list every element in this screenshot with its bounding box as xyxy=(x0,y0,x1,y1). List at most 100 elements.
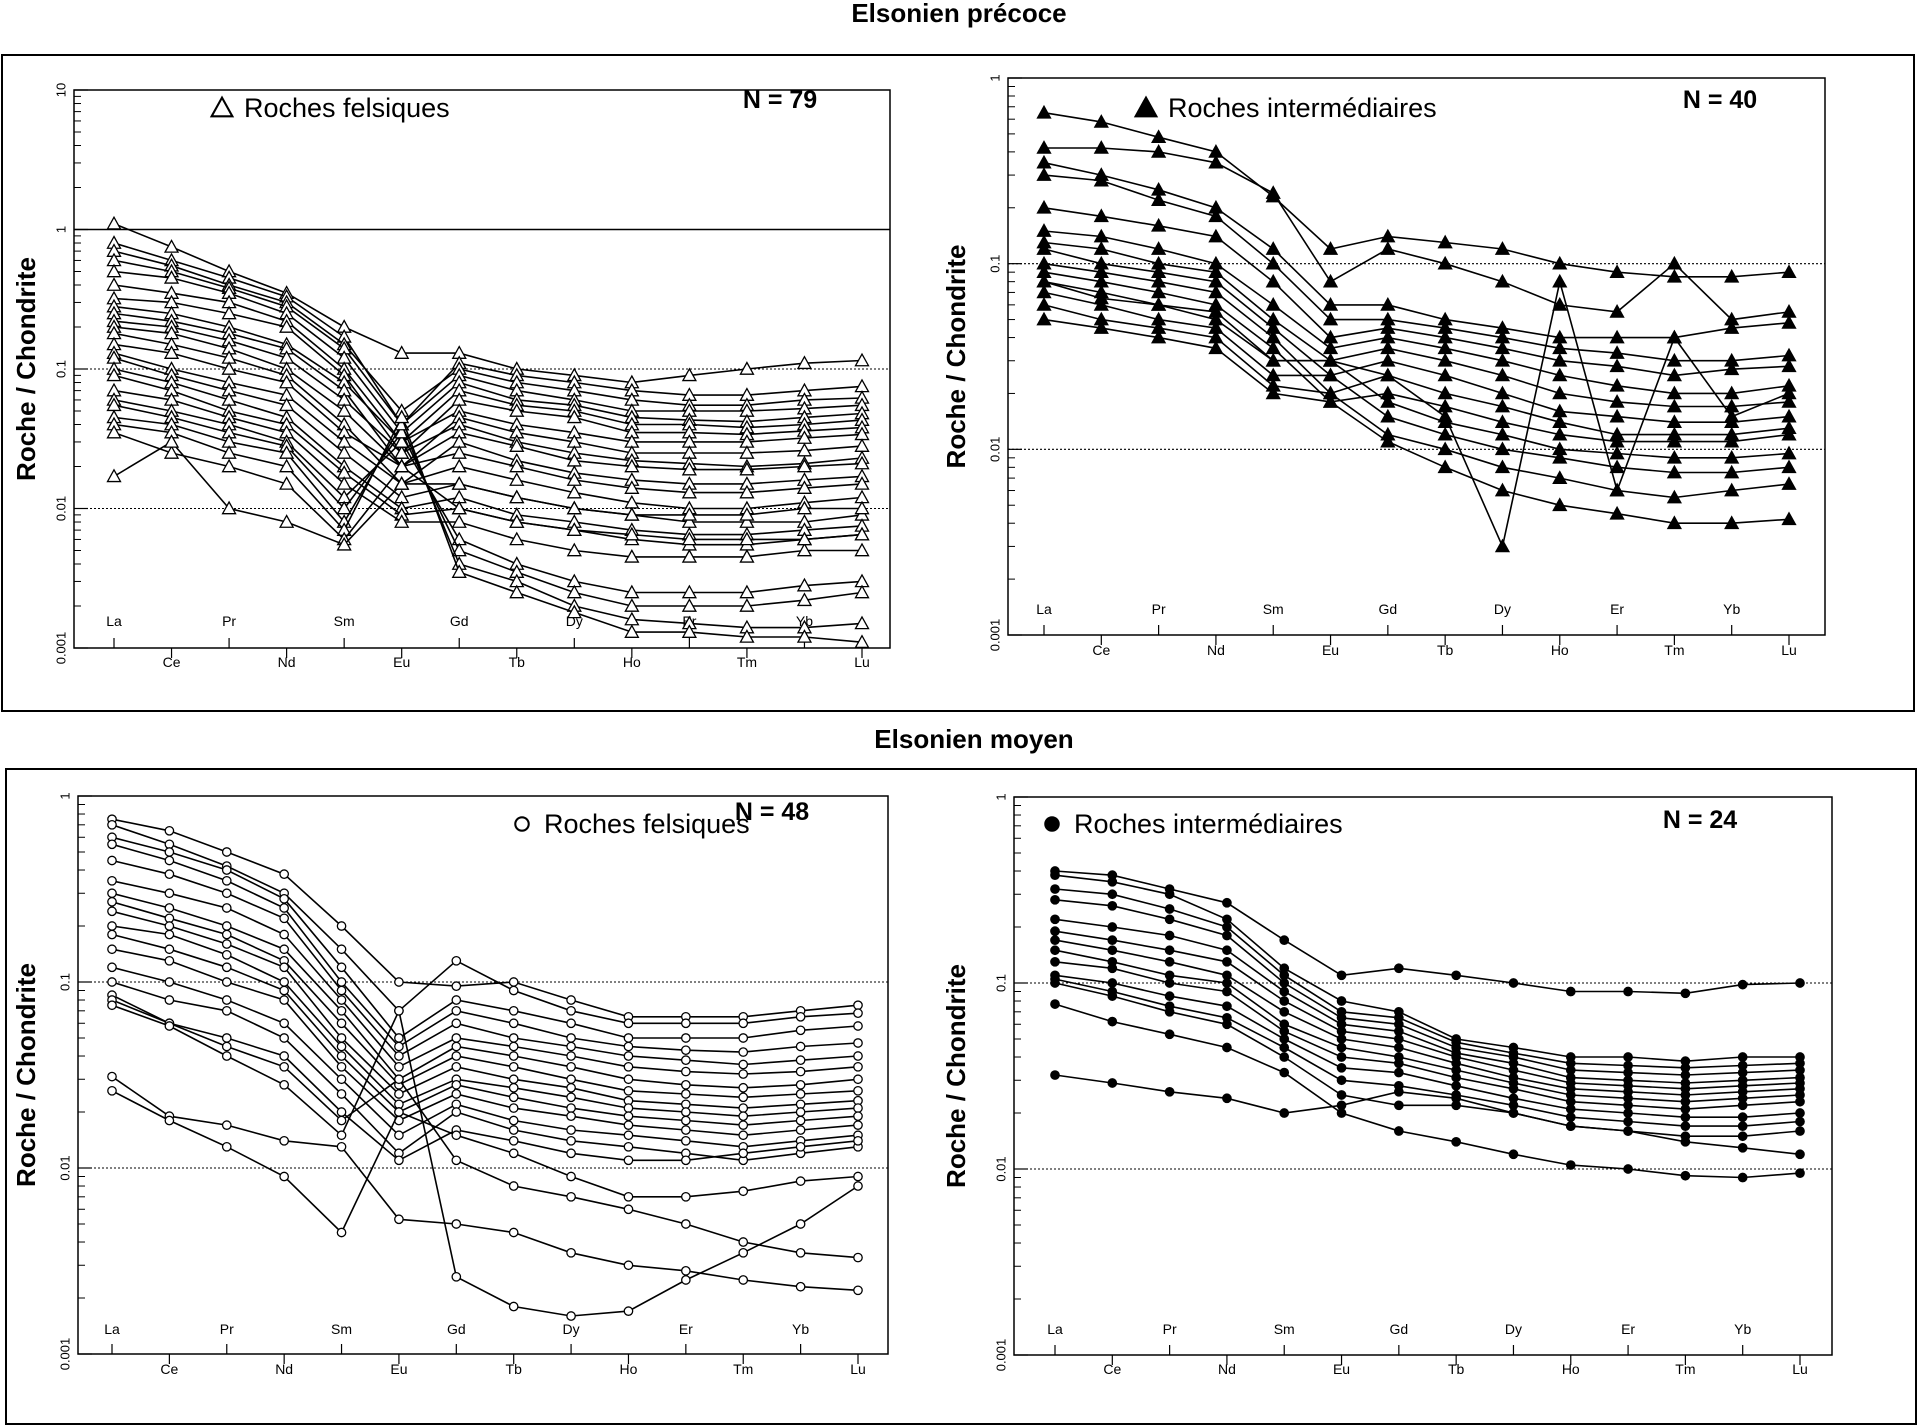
data-point-marker xyxy=(624,584,640,599)
data-point-marker xyxy=(1437,385,1453,400)
x-tick-label: Sm xyxy=(1274,1321,1295,1337)
x-tick-label: Dy xyxy=(1494,601,1511,617)
data-point-marker xyxy=(566,1111,576,1122)
data-point-marker xyxy=(394,977,404,987)
data-point-marker xyxy=(1107,945,1118,956)
y-tick-label: 0.001 xyxy=(57,1338,72,1371)
y-tick-label: 1 xyxy=(53,226,68,233)
data-point-marker xyxy=(394,476,410,490)
data-point-marker xyxy=(279,1079,290,1090)
data-point-marker xyxy=(796,592,813,607)
data-point-marker xyxy=(1164,930,1175,941)
data-point-marker xyxy=(680,1033,691,1043)
series-line xyxy=(1043,304,1790,499)
y-tick-label: 0.1 xyxy=(57,973,72,991)
data-point-marker xyxy=(394,1041,404,1052)
data-point-marker xyxy=(1666,515,1682,530)
x-tick-label: Tm xyxy=(1664,642,1684,658)
series-line xyxy=(113,270,863,434)
series-line xyxy=(113,297,863,455)
data-point-marker xyxy=(854,542,870,557)
x-tick-label: Tb xyxy=(1437,642,1454,658)
data-point-marker xyxy=(854,584,870,599)
ree-chart-middle-intermediate: 0.001 0.01 0.1 1 Roche / Chondrite La Ce Pr Nd Sm… xyxy=(941,793,1833,1377)
data-point-marker xyxy=(508,1074,519,1085)
data-point-marker xyxy=(1609,358,1625,373)
data-point-marker xyxy=(1222,922,1232,932)
data-point-marker xyxy=(106,263,122,278)
data-point-marker xyxy=(508,1061,519,1072)
data-point-marker xyxy=(1552,297,1568,311)
data-point-marker xyxy=(336,1115,347,1126)
data-point-marker xyxy=(795,1219,806,1229)
x-tick-label: Sm xyxy=(334,613,355,629)
series-line xyxy=(111,859,859,1066)
data-point-marker xyxy=(854,476,870,490)
series-line xyxy=(1054,918,1801,1084)
data-point-marker xyxy=(221,305,237,320)
section-frame-early xyxy=(1,54,1915,712)
data-point-marker xyxy=(1623,1116,1633,1127)
data-point-marker xyxy=(1050,1070,1060,1080)
data-point-marker xyxy=(1336,1075,1347,1086)
x-tick-label: Tm xyxy=(733,1361,753,1377)
data-point-marker xyxy=(1666,255,1682,270)
data-point-marker xyxy=(566,1082,576,1093)
data-point-marker xyxy=(336,921,347,931)
data-point-marker xyxy=(681,531,697,546)
x-tick-label: Gd xyxy=(447,1321,466,1337)
data-point-marker xyxy=(853,1103,863,1113)
series-line xyxy=(1054,982,1801,1137)
data-point-marker xyxy=(566,1061,576,1072)
data-point-marker xyxy=(623,1033,634,1043)
series-line xyxy=(113,389,862,558)
data-point-marker xyxy=(1795,1126,1805,1136)
data-point-marker xyxy=(336,1061,347,1072)
data-point-marker xyxy=(451,1005,462,1016)
data-point-marker xyxy=(1093,241,1109,255)
series-line xyxy=(111,999,859,1259)
data-point-marker xyxy=(1164,1029,1175,1040)
data-point-marker xyxy=(738,1247,749,1258)
series-line xyxy=(111,824,859,1025)
data-point-marker xyxy=(796,577,813,592)
data-point-marker xyxy=(795,1125,806,1135)
data-point-marker xyxy=(1107,1078,1118,1088)
series-line xyxy=(113,259,863,426)
data-point-marker xyxy=(1666,449,1682,464)
data-point-marker xyxy=(1164,904,1175,914)
data-point-marker xyxy=(795,1041,806,1052)
data-point-marker xyxy=(1737,1142,1748,1153)
data-point-marker xyxy=(1494,441,1511,456)
data-point-marker xyxy=(508,1041,519,1052)
data-point-marker xyxy=(1724,515,1740,530)
x-tick-label: Pr xyxy=(220,1321,234,1337)
data-point-marker xyxy=(221,1041,232,1052)
data-point-marker xyxy=(795,1247,806,1258)
data-point-marker xyxy=(1508,1149,1519,1160)
data-point-marker xyxy=(1724,320,1740,334)
data-point-marker xyxy=(1737,1131,1748,1142)
data-point-marker xyxy=(394,514,410,528)
data-point-marker xyxy=(279,458,295,473)
data-point-marker xyxy=(1437,441,1453,456)
data-point-marker xyxy=(795,1281,806,1292)
legend-triangle-icon xyxy=(209,95,235,118)
data-point-marker xyxy=(566,1135,576,1146)
data-point-marker xyxy=(739,531,755,546)
data-point-marker xyxy=(566,1247,576,1258)
x-tick-label: Pr xyxy=(222,613,236,629)
data-point-marker xyxy=(1380,433,1396,448)
data-point-marker xyxy=(1795,1096,1805,1107)
data-point-marker xyxy=(164,929,175,940)
data-point-marker xyxy=(1494,241,1511,255)
data-point-marker xyxy=(451,1271,462,1282)
data-point-marker xyxy=(107,921,117,931)
data-point-marker xyxy=(221,962,232,973)
data-point-marker xyxy=(796,480,813,494)
plot-area-frame xyxy=(1007,77,1826,636)
data-point-marker xyxy=(451,1107,462,1117)
data-point-marker xyxy=(221,458,237,473)
data-point-marker xyxy=(796,542,813,557)
x-tick-label: Er xyxy=(1621,1321,1635,1337)
